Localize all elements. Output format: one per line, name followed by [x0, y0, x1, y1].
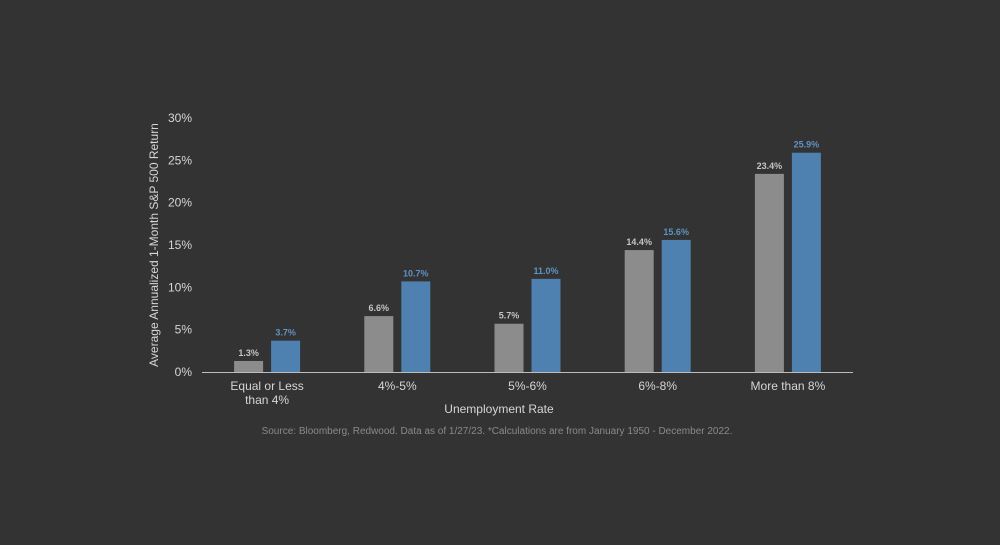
x-axis: Equal or Less than 4% 4%-5% 5%-6% 6%-8% More …	[230, 379, 825, 407]
x-tick-label-line: More than 8%	[751, 379, 826, 393]
bar	[234, 360, 264, 372]
x-tick-label-line: than 4%	[245, 393, 289, 407]
x-tick-label-line: Equal or Less	[230, 379, 303, 393]
bar-data-label: 23.4%	[757, 161, 783, 171]
y-tick-label: 25%	[168, 153, 192, 167]
x-axis-title: Unemployment Rate	[444, 402, 554, 416]
bar	[271, 340, 301, 372]
x-tick-label: Equal or Less than 4%	[230, 379, 303, 407]
y-tick-label: 20%	[168, 196, 192, 210]
bar-data-label: 5.7%	[499, 311, 520, 321]
bar-data-label: 25.9%	[794, 140, 820, 150]
bar	[754, 173, 784, 372]
x-tick-label: 5%-6%	[508, 379, 547, 393]
bar-data-label: 10.7%	[403, 268, 429, 278]
bar-data-label: 11.0%	[533, 266, 558, 276]
bar	[531, 278, 561, 372]
bar	[364, 316, 394, 372]
y-tick-label: 15%	[168, 238, 192, 252]
bar	[494, 323, 524, 372]
x-tick-label-line: 6%-8%	[638, 379, 677, 393]
bar	[624, 250, 654, 372]
x-tick-label: 6%-8%	[638, 379, 677, 393]
source-note: Source: Bloomberg, Redwood. Data as of 1…	[262, 426, 733, 437]
x-tick-label-line: 5%-6%	[508, 379, 547, 393]
y-tick-label: 5%	[175, 323, 193, 337]
bar	[401, 281, 431, 372]
y-axis-title: Average Annualized 1-Month S&P 500 Retur…	[147, 123, 161, 367]
bar-data-label: 1.3%	[238, 348, 259, 358]
x-tick-label-line: 4%-5%	[378, 379, 417, 393]
bar-data-labels: 1.3% 3.7% 6.6% 10.7% 5.7% 11.0% 14.4% 15.6% 23.4…	[238, 140, 819, 358]
y-axis: 0% 5% 10% 15% 20% 25% 30%	[168, 111, 192, 379]
bar-data-label: 3.7%	[275, 328, 296, 338]
bar-data-label: 15.6%	[663, 227, 689, 237]
bar-data-label: 6.6%	[369, 303, 390, 313]
x-tick-label: More than 8%	[751, 379, 826, 393]
bar	[791, 152, 821, 372]
y-tick-label: 0%	[175, 365, 193, 379]
y-tick-label: 10%	[168, 280, 192, 294]
bar-data-label: 14.4%	[626, 237, 652, 247]
bar	[661, 239, 691, 372]
x-tick-label: 4%-5%	[378, 379, 417, 393]
y-tick-label: 30%	[168, 111, 192, 125]
bar-series	[234, 152, 821, 372]
